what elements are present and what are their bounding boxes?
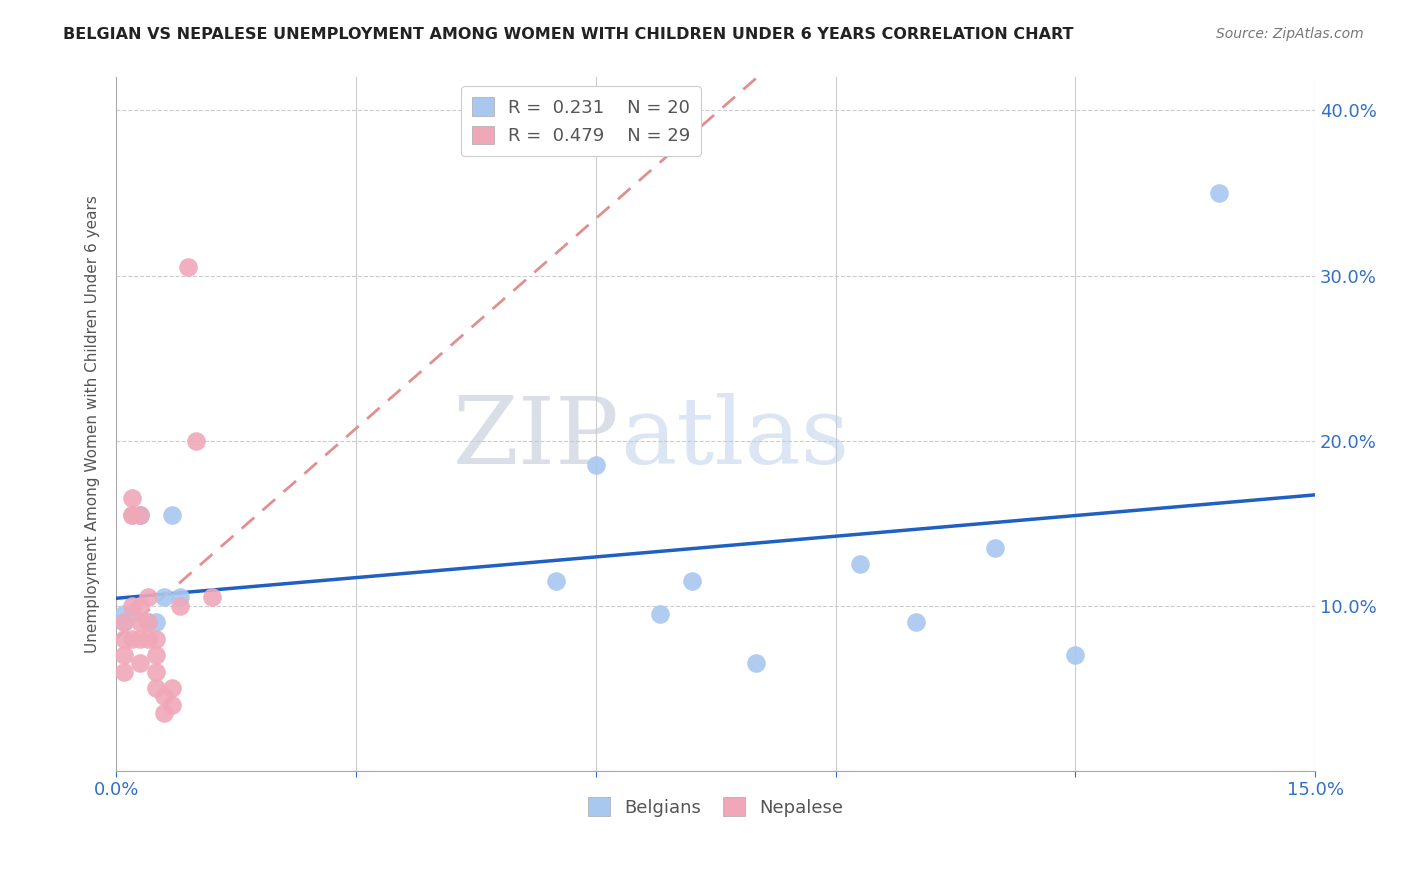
Point [186,434,208,448]
Point [160,681,183,695]
Point [112,648,135,662]
Point [169,599,191,613]
Y-axis label: Unemployment Among Women with Children Under 6 years: Unemployment Among Women with Children U… [86,195,100,653]
Point [129,632,152,646]
Point [160,698,183,712]
Point [129,508,152,522]
Point [153,690,176,704]
Point [129,599,152,613]
Point [121,632,143,646]
Point [136,632,159,646]
Point [585,458,607,473]
Point [112,615,135,629]
Text: ZIP: ZIP [453,393,620,483]
Point [129,508,152,522]
Point [177,260,200,275]
Point [129,657,152,671]
Point [121,508,143,522]
Text: atlas: atlas [620,393,849,483]
Point [201,591,224,605]
Point [136,615,159,629]
Point [145,665,167,679]
Point [544,574,567,588]
Point [145,632,167,646]
Point [121,599,143,613]
Point [169,591,191,605]
Point [136,615,159,629]
Point [112,632,135,646]
Point [112,615,135,629]
Point [1208,186,1230,200]
Point [744,657,766,671]
Point [848,558,870,572]
Point [136,591,159,605]
Point [648,607,671,621]
Point [984,541,1007,555]
Point [153,706,176,720]
Text: BELGIAN VS NEPALESE UNEMPLOYMENT AMONG WOMEN WITH CHILDREN UNDER 6 YEARS CORRELA: BELGIAN VS NEPALESE UNEMPLOYMENT AMONG W… [63,27,1074,42]
Point [681,574,703,588]
Point [112,607,135,621]
Point [121,491,143,506]
Point [145,648,167,662]
Point [121,607,143,621]
Point [145,681,167,695]
Point [904,615,927,629]
Point [112,665,135,679]
Legend: Belgians, Nepalese: Belgians, Nepalese [581,790,851,824]
Point [160,508,183,522]
Point [129,615,152,629]
Point [129,508,152,522]
Point [121,508,143,522]
Point [153,591,176,605]
Text: Source: ZipAtlas.com: Source: ZipAtlas.com [1216,27,1364,41]
Point [145,615,167,629]
Point [1064,648,1087,662]
